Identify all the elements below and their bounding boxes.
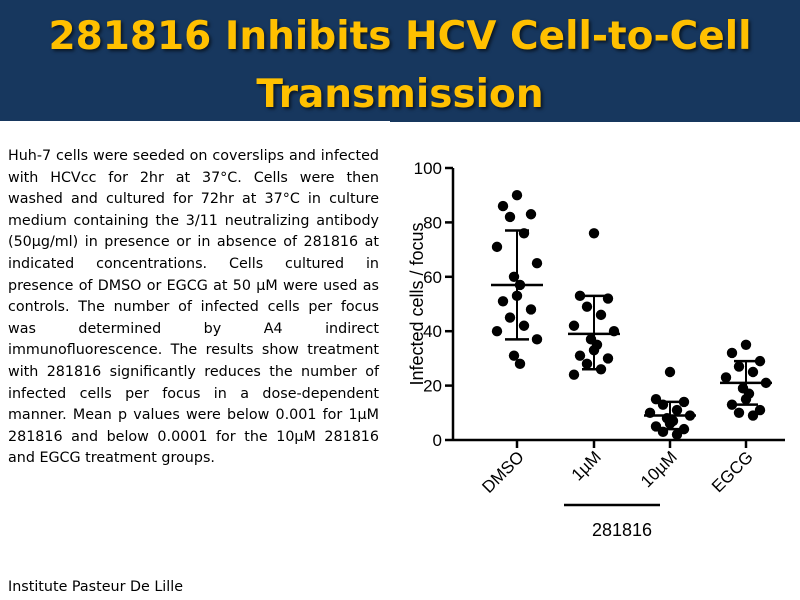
data-point [581, 358, 593, 370]
scatter-chart: 0 20 40 60 80 100 Infected cells / focus DMSO 1µ… [407, 159, 785, 540]
data-point [602, 353, 614, 364]
data-point [497, 296, 509, 307]
data-point [678, 423, 690, 435]
data-point [678, 396, 690, 408]
x-tick-label: 10µM [637, 447, 681, 491]
title-underline [390, 119, 800, 122]
data-point [581, 301, 593, 312]
x-tick-label: 1µM [568, 447, 605, 484]
data-point [671, 404, 683, 416]
data-point [525, 304, 537, 315]
data-point [504, 211, 516, 223]
data-point [491, 241, 503, 253]
slide-title-line-2: Transmission [256, 72, 544, 117]
data-point [588, 228, 600, 239]
data-point [740, 339, 752, 350]
data-point [525, 209, 537, 220]
data-point [671, 429, 683, 440]
data-point [747, 410, 759, 421]
y-tick-label: 60 [423, 268, 442, 287]
x-tick-label: DMSO [478, 447, 527, 496]
data-point [754, 404, 766, 416]
data-point [733, 407, 745, 418]
data-point [491, 326, 503, 337]
data-point [664, 366, 676, 378]
slide-title-line-1: 281816 Inhibits HCV Cell-to-Cell [48, 14, 752, 59]
credit-text: Institute Pasteur De Lille [8, 579, 184, 595]
data-point [531, 334, 543, 345]
body-paragraph: Huh-7 cells were seeded on coverslips an… [8, 148, 379, 467]
data-point [574, 290, 586, 302]
data-point [514, 358, 526, 370]
title-bar: 281816 Inhibits HCV Cell-to-Cell Transmi… [0, 0, 800, 121]
group-bracket-label: 281816 [592, 520, 652, 540]
data-point [726, 347, 738, 359]
data-point [531, 258, 543, 269]
data-point [595, 309, 607, 321]
y-tick-label: 20 [423, 377, 442, 396]
x-tick-label: EGCG [708, 447, 757, 496]
data-point [508, 350, 520, 361]
data-point [720, 372, 732, 383]
y-tick-label: 40 [423, 322, 442, 341]
data-point [574, 350, 586, 361]
data-point [568, 369, 580, 380]
data-point [754, 355, 766, 367]
data-point [518, 320, 530, 331]
data-point [733, 361, 745, 372]
y-tick-label: 0 [433, 431, 442, 450]
data-point [504, 312, 516, 323]
y-tick-label: 100 [414, 159, 442, 178]
data-point [726, 399, 738, 410]
y-tick-label: 80 [423, 213, 442, 232]
y-axis-label: Infected cells / focus [407, 222, 427, 385]
data-point [747, 366, 759, 378]
data-point [497, 200, 509, 212]
data-point [568, 320, 580, 331]
data-point [511, 190, 523, 201]
